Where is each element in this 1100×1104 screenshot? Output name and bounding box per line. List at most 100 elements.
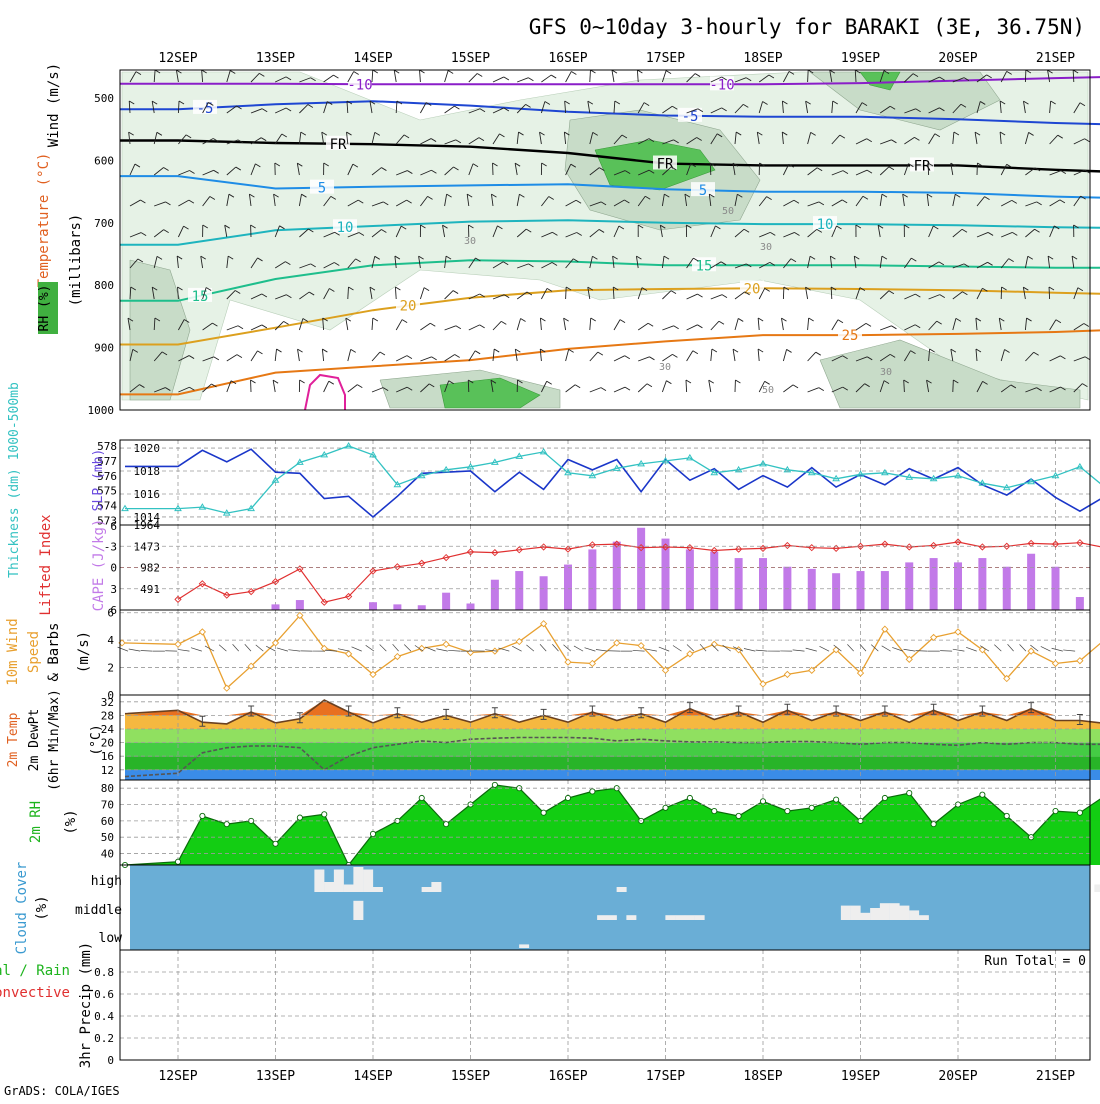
- date-label-top: 15SEP: [451, 51, 490, 66]
- precip-convective-label: Convective: [0, 985, 70, 1001]
- cloud-high-bar: [422, 887, 432, 892]
- rh2m-marker: [931, 822, 936, 827]
- chart-title: GFS 0~10day 3-hourly for BARAKI (3E, 36.…: [529, 15, 1085, 39]
- temp-units: (°C): [89, 724, 104, 755]
- date-label-bottom: 21SEP: [1036, 1069, 1075, 1084]
- precip-tick: 0.8: [94, 966, 114, 979]
- footer-credit: GrADS: COLA/IGES: [4, 1084, 120, 1098]
- cloud-level-low: low: [99, 931, 123, 946]
- temp-tick: 12: [101, 764, 114, 777]
- pressure-tick: 500: [94, 92, 114, 105]
- cape-bar: [588, 549, 596, 610]
- date-label-bottom: 18SEP: [743, 1069, 782, 1084]
- cloud-mid-bar: [860, 913, 870, 920]
- cloud-mid-bar: [899, 906, 909, 920]
- wind-tick: 6: [107, 607, 114, 620]
- cloud-high-bar: [334, 870, 344, 893]
- upper-air-ylabel-pressure: (millibars): [68, 214, 84, 307]
- wind-barb: [953, 380, 954, 392]
- cloud-mid-bar: [851, 906, 861, 920]
- cape-bar: [905, 562, 913, 610]
- rh2m-marker: [785, 808, 790, 813]
- wind-tick: 4: [107, 634, 114, 647]
- pressure-tick: 800: [94, 279, 114, 292]
- contour-label: 10: [337, 220, 354, 236]
- wind-barb: [178, 101, 179, 113]
- wind-barb: [1049, 287, 1050, 299]
- upper-air-ylabel-wind: Wind (m/s): [46, 63, 62, 147]
- rh-contour-label: 50: [762, 385, 774, 396]
- rh2m-marker: [565, 795, 570, 800]
- precip-tick: 0.6: [94, 988, 114, 1001]
- cloud-high-bar: [431, 882, 441, 892]
- pressure-tick: 700: [94, 217, 114, 230]
- cloud-units: (%): [34, 895, 50, 920]
- cape-bar: [978, 558, 986, 610]
- cape-bar: [613, 542, 621, 610]
- cloud-mid-bar: [695, 915, 705, 920]
- li-top-tick: 6: [110, 520, 117, 533]
- rh2m-marker: [370, 831, 375, 836]
- rh2m-ylabel: 2m RH: [28, 801, 44, 843]
- cape-ylabel: CAPE (J/kg): [91, 519, 107, 612]
- date-label-bottom: 17SEP: [646, 1069, 685, 1084]
- rh2m-marker: [419, 795, 424, 800]
- cloud-mid-bar: [685, 915, 695, 920]
- rh-contour-label: 30: [880, 367, 892, 378]
- rh2m-marker: [882, 795, 887, 800]
- cape-bar: [808, 569, 816, 610]
- rh2m-units: (%): [63, 809, 79, 834]
- rh2m-marker: [200, 813, 205, 818]
- contour-label: FR: [657, 157, 674, 173]
- cloud-high-bar: [324, 882, 334, 892]
- cloud-mid-bar: [353, 901, 363, 920]
- date-label-top: 19SEP: [841, 51, 880, 66]
- rh2m-marker: [834, 797, 839, 802]
- cape-bar: [1027, 554, 1035, 610]
- cloud-mid-bar: [626, 915, 636, 920]
- cloud-level-middle: middle: [75, 903, 122, 918]
- rh2m-marker: [1077, 810, 1082, 815]
- rh2m-marker: [809, 805, 814, 810]
- cloud-high-bar: [363, 870, 373, 893]
- date-label-top: 20SEP: [938, 51, 977, 66]
- precip-tick: 0.4: [94, 1010, 114, 1023]
- date-label-bottom: 12SEP: [158, 1069, 197, 1084]
- rh2m-tick: 80: [101, 782, 114, 795]
- temp-ylabel-2: 2m DewPt: [27, 709, 42, 772]
- cloud-mid-bar: [675, 915, 685, 920]
- cloud-high-bar: [617, 887, 627, 892]
- date-label-top: 12SEP: [158, 51, 197, 66]
- cape-bar: [686, 549, 694, 610]
- rh-contour-label: 30: [659, 362, 671, 373]
- cape-bar: [393, 604, 401, 610]
- cape-tick: 982: [140, 562, 160, 575]
- cape-bar: [369, 602, 377, 610]
- cape-bar: [1076, 597, 1084, 610]
- cloud-mid-bar: [597, 915, 607, 920]
- temp-band: [125, 756, 1100, 770]
- rh2m-marker: [590, 789, 595, 794]
- cape-bar: [418, 605, 426, 610]
- rh2m-marker: [907, 790, 912, 795]
- date-label-top: 17SEP: [646, 51, 685, 66]
- temp-band: [125, 770, 1100, 780]
- pressure-tick: 600: [94, 154, 114, 167]
- contour-label: 20: [744, 281, 761, 297]
- rh-contour-label: 30: [464, 236, 476, 247]
- upper-air-panel: 5006007008009001000-10-10-5-5FRFRFR55101…: [36, 63, 1100, 417]
- wind-ylabel-3: & Barbs: [46, 622, 62, 681]
- temp-ylabel-3: (6hr Min/Max): [47, 689, 62, 791]
- cloud-high-bar: [373, 887, 383, 892]
- cape-bar: [662, 539, 670, 610]
- rh-contour-label: 30: [760, 242, 772, 253]
- slp-tick: 1016: [134, 488, 161, 501]
- cape-bar: [710, 552, 718, 610]
- cloud-mid-bar: [890, 903, 900, 920]
- wind-barb: [808, 70, 809, 82]
- wind-ylabel-1: 10m Wind: [5, 618, 21, 685]
- cape-tick: 1473: [134, 540, 161, 553]
- temp-tick: 28: [101, 709, 114, 722]
- contour-label: 25: [842, 328, 859, 344]
